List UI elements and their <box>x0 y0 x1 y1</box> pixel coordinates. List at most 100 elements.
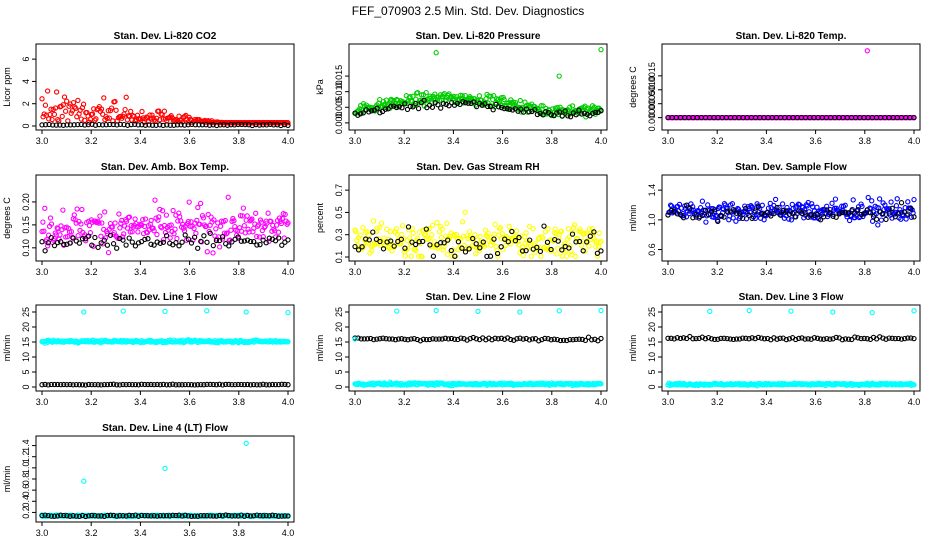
data-point <box>598 238 604 244</box>
data-point <box>594 253 601 259</box>
y-tick-label: 0.010 <box>334 80 344 103</box>
data-point <box>421 97 427 103</box>
data-point <box>149 112 155 118</box>
data-point <box>138 512 145 519</box>
data-point <box>667 202 674 208</box>
data-point <box>244 381 251 388</box>
data-point <box>898 216 904 222</box>
data-point <box>570 337 576 343</box>
data-point <box>140 217 146 223</box>
data-point <box>123 513 129 519</box>
chart-panel: Stan. Dev. Li-820 Pressure kPa 3.0 3.2 3.4 3.… <box>315 31 608 146</box>
x-tick-label: 3.0 <box>662 136 675 146</box>
y-tick-label: 20 <box>21 322 31 332</box>
data-point <box>275 229 282 235</box>
data-point <box>852 334 858 340</box>
data-point <box>429 222 436 229</box>
plot-frame <box>35 43 295 131</box>
data-point <box>526 223 533 230</box>
outlier-point <box>598 307 604 314</box>
data-point <box>240 205 247 211</box>
data-point <box>598 107 604 114</box>
data-point <box>715 336 721 342</box>
y-axis-label: Licor ppm <box>2 67 12 107</box>
y-tick-label: 10 <box>21 352 31 362</box>
data-point <box>51 242 58 249</box>
outlier-point <box>830 309 836 315</box>
x-tick-label: 4.0 <box>595 267 608 277</box>
data-point <box>573 112 579 118</box>
data-point <box>516 242 522 248</box>
data-point <box>163 382 170 388</box>
data-point <box>113 107 119 113</box>
data-point <box>45 382 51 388</box>
data-point <box>167 235 173 241</box>
data-point <box>276 381 282 388</box>
data-point <box>110 241 117 247</box>
data-point <box>279 215 285 222</box>
data-point <box>208 214 214 220</box>
y-tick-label: 4 <box>21 79 31 84</box>
data-point <box>216 381 223 387</box>
data-point <box>757 205 763 211</box>
y-tick-label: 0 <box>334 384 344 389</box>
data-point <box>498 235 505 242</box>
data-point <box>42 248 48 254</box>
data-point <box>824 207 830 213</box>
data-point <box>71 212 77 218</box>
data-point <box>67 381 73 388</box>
data-point <box>105 249 112 256</box>
x-tick-label: 3.2 <box>398 397 411 407</box>
data-point <box>61 381 67 388</box>
data-point <box>740 215 746 222</box>
data-point <box>796 208 802 214</box>
data-point <box>788 217 795 223</box>
y-tick-label: 1.4 <box>21 439 31 452</box>
data-point <box>743 205 749 212</box>
y-tick-label: 20 <box>647 322 657 332</box>
data-point <box>118 220 124 226</box>
data-point <box>556 109 563 115</box>
data-point <box>436 336 442 342</box>
y-axis-label: ml/min <box>2 335 12 362</box>
data-point <box>46 121 52 128</box>
data-point <box>139 122 145 128</box>
data-point <box>372 241 378 248</box>
data-point <box>247 513 254 519</box>
data-point <box>64 233 71 240</box>
series-ref <box>39 230 291 254</box>
data-point <box>98 240 104 246</box>
data-point <box>380 335 386 341</box>
data-point <box>73 513 79 519</box>
data-point <box>132 512 139 518</box>
data-point <box>686 210 692 217</box>
data-point <box>207 381 213 388</box>
outlier-point <box>788 308 794 314</box>
data-point <box>520 336 526 342</box>
x-tick-label: 3.8 <box>859 397 872 407</box>
outlier-point <box>869 309 875 316</box>
data-point <box>241 223 247 229</box>
outlier-point <box>285 309 291 316</box>
data-point <box>260 234 266 240</box>
data-point <box>492 335 498 341</box>
data-point <box>120 513 126 519</box>
data-point <box>271 122 277 128</box>
data-point <box>95 513 101 519</box>
chart-panel: Stan. Dev. Gas Stream RH percent 3.0 3.2 3.4… <box>315 162 608 277</box>
data-point <box>216 237 223 244</box>
data-point <box>210 250 216 256</box>
x-tick-label: 3.0 <box>36 397 49 407</box>
data-point <box>43 112 50 118</box>
data-point <box>687 205 693 212</box>
data-point <box>196 122 202 128</box>
data-point <box>45 243 51 249</box>
data-point <box>359 244 365 250</box>
data-point <box>170 381 176 387</box>
data-point <box>242 121 248 128</box>
data-point <box>266 513 272 519</box>
data-point <box>96 121 102 128</box>
data-point <box>559 253 565 259</box>
data-point <box>814 204 820 210</box>
